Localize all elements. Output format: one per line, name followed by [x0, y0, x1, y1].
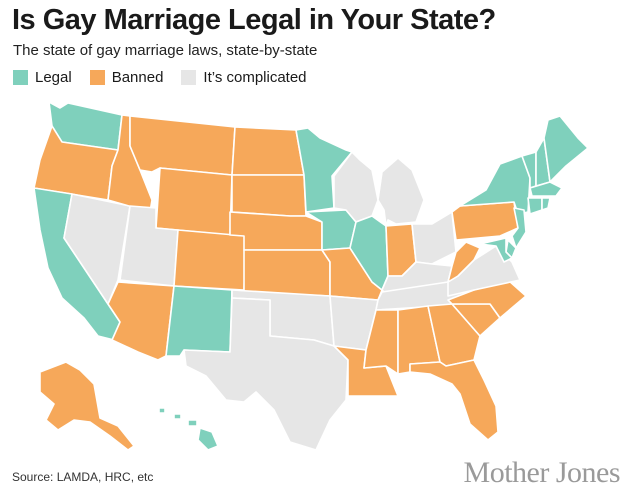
hawaii-island-oahu	[173, 413, 182, 420]
state-ri[interactable]	[541, 197, 551, 211]
state-fl[interactable]	[409, 359, 499, 441]
legend-item-legal: Legal	[13, 69, 72, 86]
hawaii-island-maui	[187, 419, 198, 427]
state-co[interactable]	[173, 229, 247, 291]
source-credit: Source: LAMDA, HRC, etc	[12, 470, 154, 484]
state-mi[interactable]	[377, 157, 425, 227]
state-hi[interactable]	[158, 407, 219, 451]
hawaii-island-kauai	[158, 407, 166, 414]
legend-swatch-legal	[13, 70, 28, 85]
state-me[interactable]	[543, 115, 589, 183]
legend-swatch-complicated	[181, 70, 197, 85]
state-mt[interactable]	[129, 115, 236, 176]
state-tx[interactable]	[183, 297, 349, 451]
map-subtitle: The state of gay marriage laws, state-by…	[13, 42, 318, 59]
state-ks[interactable]	[243, 249, 331, 297]
state-sd[interactable]	[231, 174, 307, 217]
state-wy[interactable]	[155, 167, 233, 236]
state-pa[interactable]	[451, 201, 519, 241]
state-ma[interactable]	[529, 181, 563, 197]
legend: Legal Banned It’s complicated	[13, 69, 307, 86]
legend-label-legal: Legal	[35, 69, 72, 86]
state-ak[interactable]	[39, 361, 135, 451]
state-ct[interactable]	[527, 197, 543, 215]
state-ne[interactable]	[229, 211, 323, 251]
state-oh[interactable]	[411, 211, 457, 265]
hawaii-island-big	[197, 427, 219, 451]
legend-item-complicated: It’s complicated	[181, 69, 307, 86]
map-title: Is Gay Marriage Legal in Your State?	[12, 4, 496, 36]
state-nm[interactable]	[165, 285, 233, 357]
state-wi[interactable]	[333, 151, 379, 223]
legend-item-banned: Banned	[89, 69, 164, 86]
legend-swatch-banned	[89, 70, 105, 85]
mother-jones-logo: Mother Jones	[463, 456, 621, 489]
state-nd[interactable]	[231, 126, 305, 176]
legend-label-banned: Banned	[111, 69, 164, 86]
legend-label-complicated: It’s complicated	[203, 69, 307, 86]
state-md[interactable]	[479, 237, 513, 263]
state-wv[interactable]	[447, 241, 481, 283]
